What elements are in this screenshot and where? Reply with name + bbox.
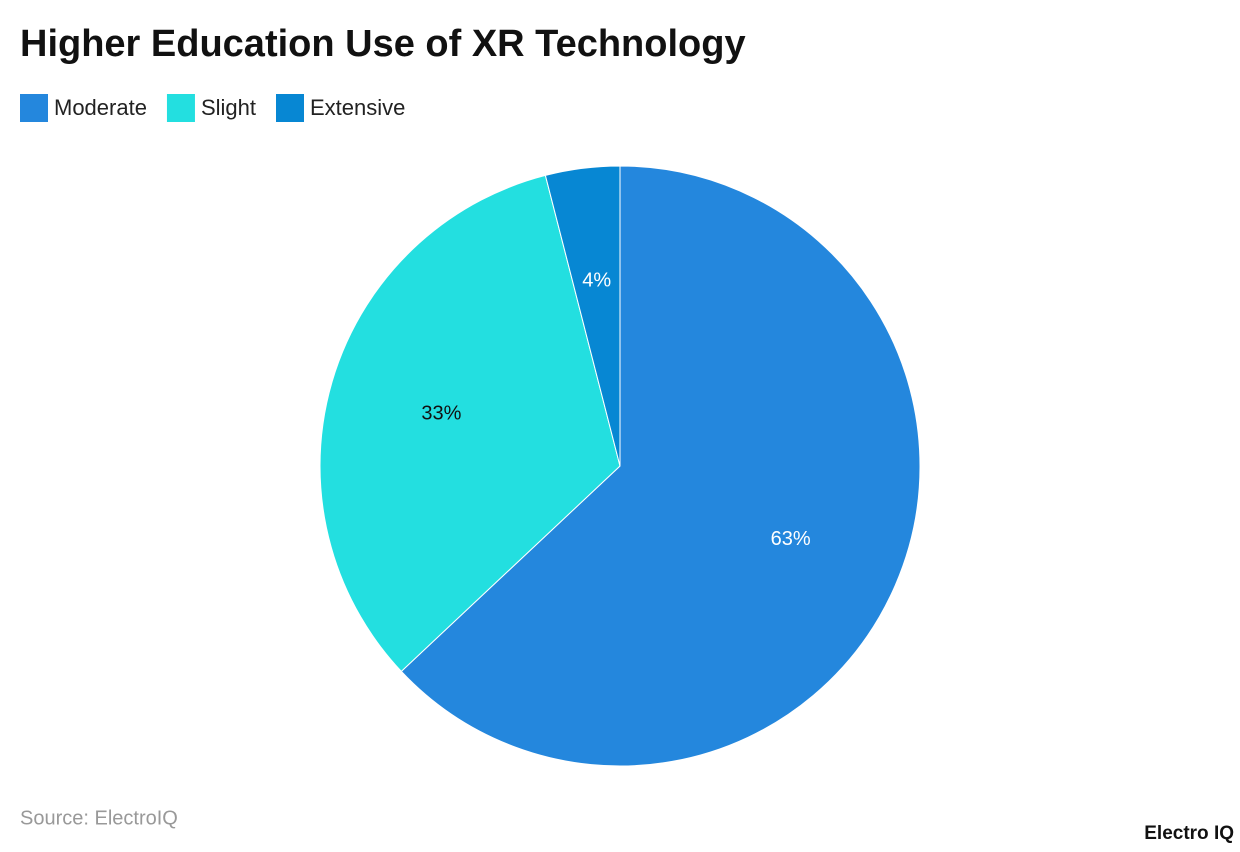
legend-swatch: [166, 94, 195, 122]
legend-swatch: [20, 94, 48, 122]
legend-swatch: [276, 94, 304, 122]
data-label: 63%: [771, 528, 811, 550]
pie-slice: [400, 165, 921, 767]
chart-title: Higher Education Use of XR Technology: [20, 23, 746, 65]
source: Source: ElectroIQ: [20, 807, 178, 829]
data-label: 33%: [421, 402, 461, 424]
legend-label: Slight: [201, 95, 256, 120]
legend-label: Moderate: [54, 95, 147, 120]
data-label: 4%: [582, 270, 611, 292]
pie-slice: [544, 165, 621, 467]
legend-label: Extensive: [310, 95, 405, 120]
pie-slice: [319, 174, 621, 673]
logo: Electro IQ: [1144, 823, 1234, 844]
